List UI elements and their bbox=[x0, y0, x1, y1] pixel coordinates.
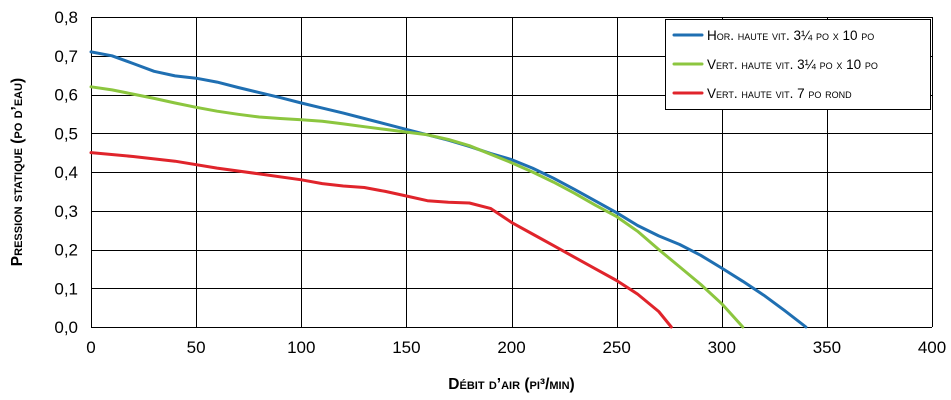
series-line-1 bbox=[89, 85, 745, 329]
legend: Hor. haute vit. 3¼ po x 10 po Vert. haute… bbox=[665, 19, 931, 110]
y-tick-label: 0,0 bbox=[54, 318, 78, 337]
y-tick-label: 0,2 bbox=[54, 241, 78, 260]
series-line-2 bbox=[89, 151, 673, 329]
y-tick-label: 0,1 bbox=[54, 279, 78, 298]
x-axis-title: Débit d’air (pi³/min) bbox=[448, 376, 574, 393]
legend-label-2: Vert. haute vit. 7 po rond bbox=[707, 86, 852, 101]
y-tick-label: 0,3 bbox=[54, 202, 78, 221]
series-lines bbox=[89, 50, 808, 329]
legend-box bbox=[665, 19, 931, 110]
y-tick-label: 0,8 bbox=[54, 8, 78, 27]
x-tick-label: 350 bbox=[813, 338, 841, 357]
legend-label-0: Hor. haute vit. 3¼ po x 10 po bbox=[707, 28, 874, 43]
x-tick-label: 300 bbox=[708, 338, 736, 357]
legend-label-1: Vert. haute vit. 3¼ po x 10 po bbox=[707, 57, 878, 72]
x-tick-label: 100 bbox=[287, 338, 315, 357]
x-tick-label: 200 bbox=[497, 338, 525, 357]
x-tick-label: 150 bbox=[392, 338, 420, 357]
x-tick-label: 400 bbox=[918, 338, 946, 357]
axes: 0 50 100 150 200 250 300 350 400 0,0 0,1 0,2 0,3 0,4 0… bbox=[9, 8, 946, 393]
y-tick-label: 0,5 bbox=[54, 124, 78, 143]
y-tick-label: 0,7 bbox=[54, 47, 78, 66]
y-tick-label: 0,4 bbox=[54, 163, 78, 182]
grid bbox=[91, 17, 933, 328]
x-tick-label: 50 bbox=[187, 338, 206, 357]
y-axis-title: Pression statique (po d’eau) bbox=[9, 78, 26, 266]
y-tick-label: 0,6 bbox=[54, 86, 78, 105]
x-tick-label: 0 bbox=[86, 338, 95, 357]
x-tick-label: 250 bbox=[602, 338, 630, 357]
